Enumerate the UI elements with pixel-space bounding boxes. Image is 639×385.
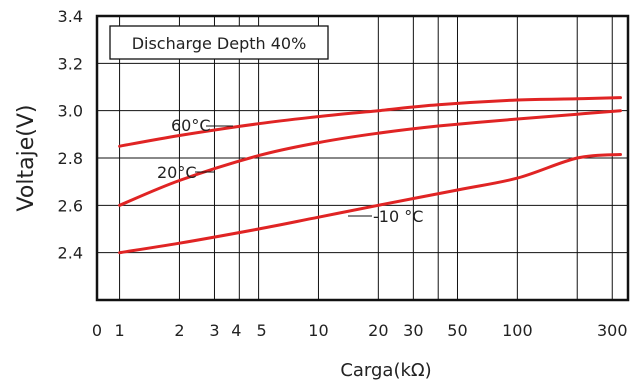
y-tick-label: 3.4 bbox=[58, 7, 83, 26]
x-axis-title: Carga(kΩ) bbox=[340, 360, 431, 381]
y-tick-label: 2.4 bbox=[58, 244, 83, 263]
x-tick-label: 300 bbox=[597, 321, 628, 340]
annotation-box: Discharge Depth 40% bbox=[109, 25, 329, 60]
x-axis-ticks: 0 1 2 3 4 5 10 20 30 50 100 300 bbox=[92, 321, 628, 340]
x-tick-label: 3 bbox=[209, 321, 219, 340]
y-tick-label: 3.2 bbox=[58, 54, 83, 73]
x-tick-label: 2 bbox=[174, 321, 184, 340]
series-line bbox=[118, 109, 622, 207]
x-tick-label: 50 bbox=[447, 321, 467, 340]
series-label: 60°C bbox=[171, 116, 211, 135]
y-tick-label: 2.6 bbox=[58, 196, 83, 215]
x-tick-label: 5 bbox=[257, 321, 267, 340]
grid-lines bbox=[97, 16, 628, 300]
curve-labels: 60°C 20°C -10 °C bbox=[157, 116, 423, 226]
x-tick-label: 100 bbox=[502, 321, 533, 340]
y-tick-label: 2.8 bbox=[58, 149, 83, 168]
x-tick-label: 0 bbox=[92, 321, 102, 340]
curves bbox=[118, 96, 622, 255]
y-tick-label: 3.0 bbox=[58, 102, 83, 121]
x-tick-label: 10 bbox=[308, 321, 328, 340]
series-line bbox=[118, 153, 622, 255]
plot-area-border bbox=[95, 14, 630, 302]
x-tick-label: 20 bbox=[368, 321, 388, 340]
annotation-frame bbox=[109, 25, 329, 60]
series-label: -10 °C bbox=[373, 207, 423, 226]
x-tick-label: 4 bbox=[231, 321, 241, 340]
y-axis-ticks: 2.4 2.6 2.8 3.0 3.2 3.4 bbox=[58, 7, 83, 263]
series-label: 20°C bbox=[157, 163, 197, 182]
annotation-text: Discharge Depth 40% bbox=[132, 34, 307, 53]
x-tick-label: 30 bbox=[403, 321, 423, 340]
y-axis-title: Voltaje(V) bbox=[14, 105, 39, 212]
series-line bbox=[118, 96, 622, 148]
x-tick-label: 1 bbox=[114, 321, 124, 340]
